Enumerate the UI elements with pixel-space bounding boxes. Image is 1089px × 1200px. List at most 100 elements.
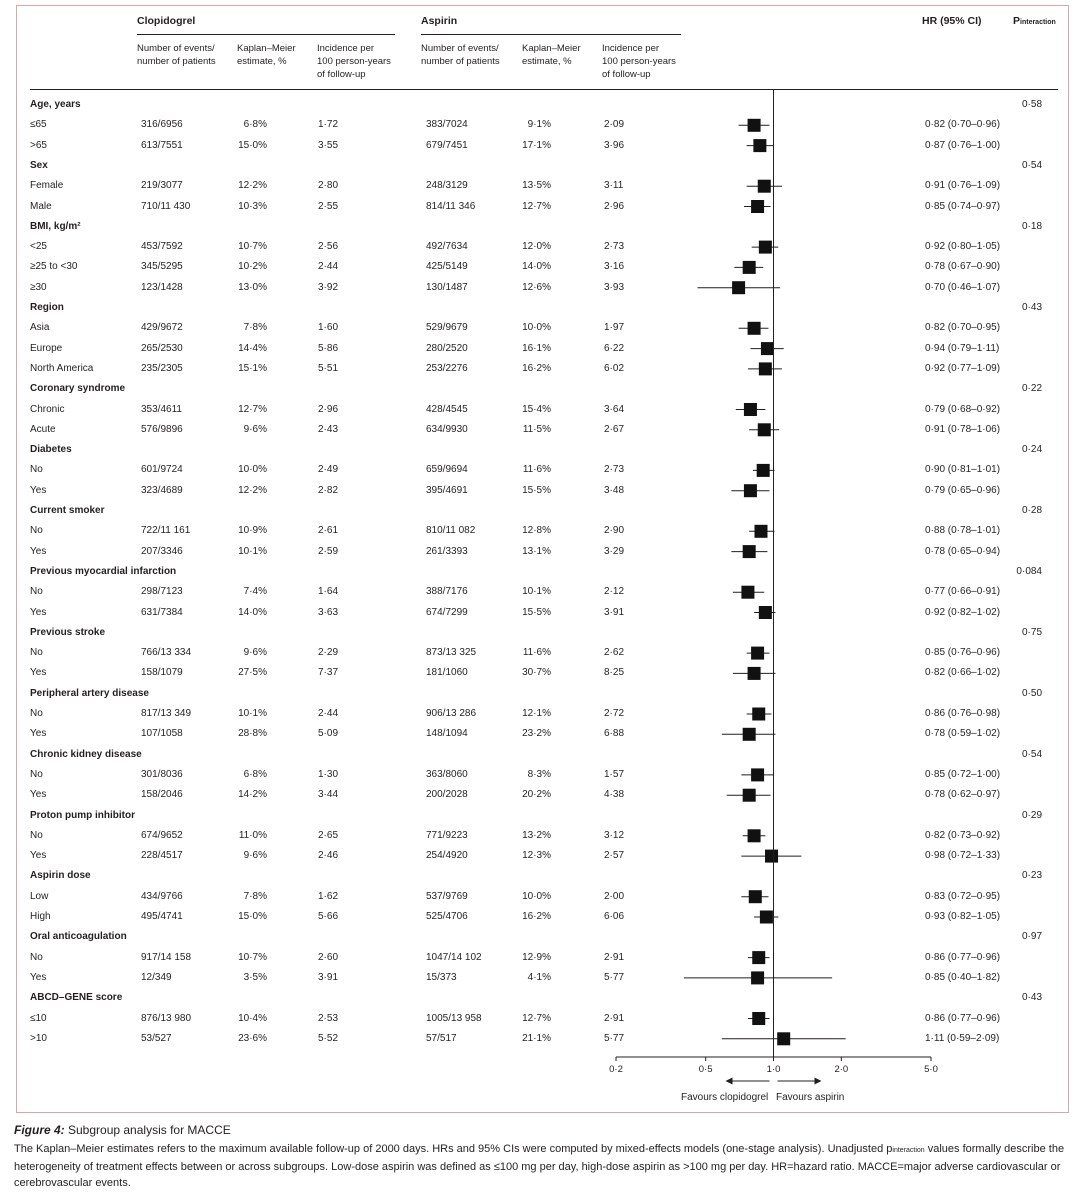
clopidogrel-events: 495/4741 (141, 911, 183, 922)
hr-point (751, 768, 765, 782)
p-interaction-value: 0·084 (1016, 565, 1042, 577)
subgroup-label: Yes (30, 728, 47, 740)
aspirin-incidence: 3·29 (604, 545, 625, 557)
clopidogrel-events: 219/3077 (141, 180, 183, 192)
clopidogrel-km: 28·8% (238, 728, 267, 740)
aspirin-incidence: 4·38 (604, 789, 625, 801)
aspirin-incidence: 3·48 (604, 484, 625, 496)
aspirin-incidence: 6·88 (604, 728, 625, 740)
subgroup-label: Acute (30, 423, 56, 435)
hr-point (747, 118, 761, 132)
hr-ci-text: 0·79 (0·65–0·96) (925, 484, 1001, 496)
forest-plot: 0·2 0·5 1·0 2·0 5·0 (609, 90, 938, 1085)
p-interaction-value: 0·24 (1021, 444, 1042, 456)
aspirin-incidence: 3·96 (604, 139, 625, 151)
aspirin-km: 12·1% (522, 708, 551, 719)
aspirin-events: 425/5149 (426, 261, 468, 273)
hr-ci-text: 0·92 (0·82–1·02) (925, 606, 1001, 618)
p-interaction-value: 0·29 (1021, 809, 1042, 821)
subgroup-heading: ABCD–GENE score (30, 992, 123, 1004)
hr-point (741, 585, 755, 599)
x-tick-label: 0·2 (609, 1064, 623, 1075)
aspirin-km: 10·0% (522, 890, 551, 902)
aspirin-km: 12·7% (522, 1012, 551, 1024)
clopidogrel-incidence: 5·09 (318, 728, 339, 740)
clopidogrel-incidence: 5·51 (318, 362, 339, 374)
hr-point (742, 788, 756, 802)
aspirin-km: 16·2% (522, 911, 551, 922)
clopidogrel-km: 9·6% (243, 423, 267, 435)
subgroup-label: Yes (30, 971, 47, 983)
subgroup-heading: Sex (30, 159, 48, 171)
aspirin-incidence: 2·72 (604, 708, 625, 719)
aspirin-km: 30·7% (522, 667, 551, 679)
clopidogrel-events: 601/9724 (141, 464, 183, 476)
hr-point (748, 890, 762, 904)
aspirin-incidence: 2·57 (604, 850, 625, 862)
subgroup-label: No (30, 586, 43, 598)
aspirin-events: 200/2028 (426, 789, 468, 801)
aspirin-events: 15/373 (426, 971, 457, 983)
hr-point (754, 524, 768, 538)
clopidogrel-events: 917/14 158 (141, 951, 192, 963)
clopidogrel-km: 12·2% (238, 484, 267, 496)
clopidogrel-incidence: 2·65 (318, 829, 339, 841)
subgroup-heading: Previous myocardial infarction (30, 565, 177, 577)
aspirin-km: 8·3% (527, 768, 551, 780)
hr-point (757, 179, 771, 193)
aspirin-incidence: 2·91 (604, 1012, 625, 1024)
clopidogrel-incidence: 2·44 (318, 261, 339, 273)
hr-point (752, 951, 766, 965)
aspirin-km: 12·9% (522, 951, 551, 963)
aspirin-events: 679/7451 (426, 139, 468, 151)
aspirin-events: 130/1487 (426, 281, 468, 293)
aspirin-km: 15·4% (522, 403, 551, 415)
hr-ci-text: 0·94 (0·79–1·11) (925, 342, 1000, 354)
clopidogrel-events: 53/527 (141, 1032, 172, 1044)
p-interaction-value: 0·28 (1021, 505, 1042, 516)
aspirin-events: 428/4545 (426, 403, 468, 415)
aspirin-events: 525/4706 (426, 911, 468, 922)
clopidogrel-events: 265/2530 (141, 342, 183, 354)
aspirin-incidence: 5·77 (604, 1032, 625, 1044)
clopidogrel-events: 158/1079 (141, 667, 183, 679)
aspirin-events: 492/7634 (426, 241, 468, 253)
hr-point (747, 829, 761, 843)
aspirin-events: 363/8060 (426, 768, 468, 780)
clopidogrel-km: 10·7% (238, 241, 267, 253)
clopidogrel-events: 298/7123 (141, 586, 183, 598)
hr-point (760, 342, 774, 356)
clopidogrel-km: 15·0% (238, 139, 267, 151)
aspirin-incidence: 2·62 (604, 647, 625, 659)
subgroup-label: ≤65 (30, 119, 47, 131)
subgroup-label: Low (30, 890, 49, 902)
hr-ci-text: 0·78 (0·62–0·97) (925, 789, 1001, 801)
hr-point (758, 240, 772, 254)
clopidogrel-km: 12·7% (238, 403, 267, 415)
aspirin-events: 395/4691 (426, 484, 468, 496)
hr-point (747, 666, 761, 680)
aspirin-km: 23·2% (522, 728, 551, 740)
clopidogrel-km: 6·8% (243, 768, 267, 780)
hr-ci-text: 0·78 (0·59–1·02) (925, 728, 1001, 740)
aspirin-incidence: 2·91 (604, 951, 625, 963)
aspirin-events: 634/9930 (426, 423, 468, 435)
clopidogrel-incidence-header: Incidence per 100 person-years of follow-u… (317, 43, 391, 80)
aspirin-events: 659/9694 (426, 464, 468, 476)
hr-ci-text: 0·70 (0·46–1·07) (925, 281, 1001, 293)
clopidogrel-events: 766/13 334 (141, 647, 192, 659)
aspirin-km: 11·6% (522, 647, 551, 659)
subgroup-label: Yes (30, 484, 47, 496)
subgroup-label: Chronic (30, 403, 65, 415)
clopidogrel-km: 6·8% (243, 119, 267, 131)
subgroup-heading: BMI, kg/m² (30, 220, 81, 232)
hr-ci-text: 0·91 (0·78–1·06) (925, 423, 1001, 435)
subgroup-label: Asia (30, 322, 50, 334)
aspirin-events: 529/9679 (426, 322, 468, 334)
subgroup-label: No (30, 647, 43, 659)
hr-point (752, 707, 766, 721)
subgroup-heading: Age, years (30, 99, 81, 110)
clopidogrel-events: 228/4517 (141, 850, 183, 862)
aspirin-km: 13·2% (522, 829, 551, 841)
aspirin-km: 15·5% (522, 606, 551, 618)
